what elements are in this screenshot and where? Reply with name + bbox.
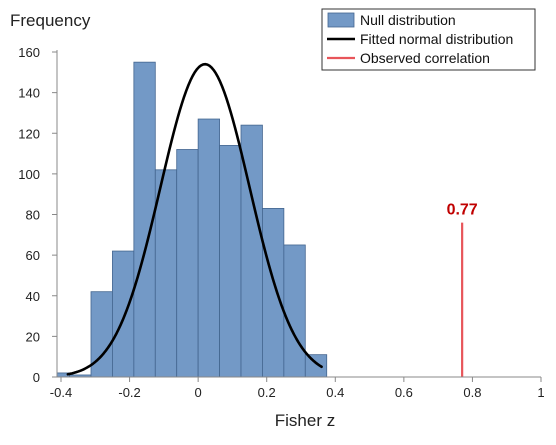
x-tick-label: 0.4 xyxy=(326,385,344,400)
histogram-bar xyxy=(112,250,135,378)
y-axis-title: Frequency xyxy=(10,11,91,30)
y-tick-label: 20 xyxy=(26,329,40,344)
y-tick-label: 0 xyxy=(33,370,40,385)
legend-swatch-null xyxy=(327,12,355,28)
observed-layer: 0.77 xyxy=(447,202,478,377)
fitted-normal-curve xyxy=(66,62,323,376)
y-tick-label: 60 xyxy=(26,248,40,263)
y-tick-label: 160 xyxy=(18,45,40,60)
legend-box xyxy=(321,8,536,71)
x-tick-label: -0.4 xyxy=(50,385,72,400)
x-tick-label: -0.2 xyxy=(118,385,140,400)
y-tick-label: 80 xyxy=(26,208,40,223)
x-tick-label: 0.8 xyxy=(463,385,481,400)
observed-correlation-label: 0.77 xyxy=(447,202,478,219)
axes-layer: -0.4 -0.2 0 0.2 0.4 0.6 0.8 1 0 20 40 60 80 100 120 140… xyxy=(18,45,544,400)
histogram-bar xyxy=(197,118,220,378)
legend-entry-label: Null distribution xyxy=(360,12,456,28)
x-tick-label: 0.2 xyxy=(258,385,276,400)
x-tick-label: 1 xyxy=(537,385,544,400)
y-tick-label: 40 xyxy=(26,289,40,304)
histogram-bar xyxy=(176,149,199,378)
y-tick-label: 140 xyxy=(18,86,40,101)
y-tick-label: 120 xyxy=(18,126,40,141)
histogram-bar xyxy=(219,145,242,378)
legend-entry-label: Observed correlation xyxy=(360,50,490,66)
histogram-bar xyxy=(262,208,285,378)
legend-entry-label: Fitted normal distribution xyxy=(360,31,513,47)
curve-layer xyxy=(66,62,323,376)
histogram-bar xyxy=(304,354,328,378)
y-tick-label: 100 xyxy=(18,167,40,182)
x-tick-label: 0.6 xyxy=(395,385,413,400)
bars-layer xyxy=(56,61,328,378)
legend: Null distribution Fitted normal distribut… xyxy=(321,8,536,71)
x-tick-label: 0 xyxy=(195,385,202,400)
x-axis-title: Fisher z xyxy=(275,411,335,430)
histogram-bar xyxy=(283,244,306,378)
